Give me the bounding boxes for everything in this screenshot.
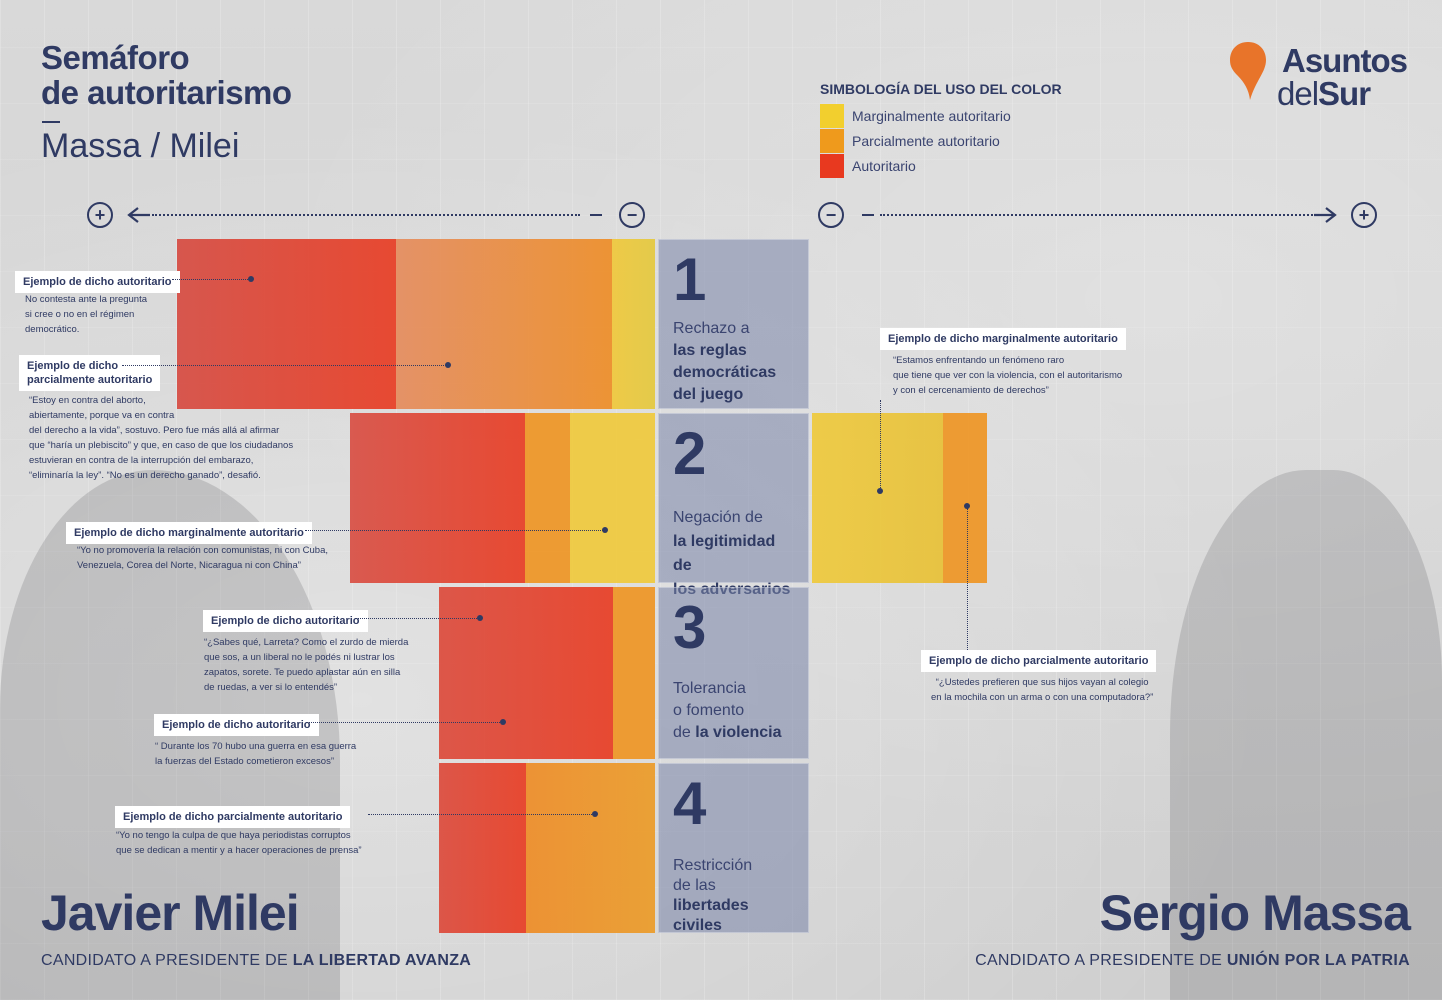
annotation-label: Ejemplo de dicho autoritario [154,714,319,736]
leader-line [305,530,605,531]
bar-seg-parcial [526,763,655,933]
bar-seg-marginal [612,239,655,409]
annotation-quote: “Yo no tengo la culpa de que haya period… [116,830,362,856]
annotation-label: Ejemplo de dicho parcialmente autoritari… [921,650,1157,672]
minus-icon-right: − [818,202,844,228]
milei-bar-4 [439,763,655,933]
bar-seg-autoritario [439,587,613,759]
bar-seg-parcial [525,413,570,583]
candidate-role-right: CANDIDATO A PRESIDENTE DE UNIÓN POR LA P… [975,952,1410,969]
candidate-role-left: CANDIDATO A PRESIDENTE DE LA LIBERTAD AV… [41,952,472,969]
bar-seg-parcial [943,413,987,583]
milei-bar-3 [439,587,655,759]
category-card-3: 3 Tolerancia o fomento de la violencia [658,587,809,759]
leader-line [355,618,479,619]
leader-dot [500,719,506,725]
page-title: Semáforo de autoritarismo [41,39,292,111]
legend-item-autoritario: Autoritario [820,154,916,178]
category-card-2: 2 Negación de la legitimidad de los adve… [658,413,809,598]
candidate-name-right: Sergio Massa [1099,885,1411,941]
annotation-label: Ejemplo de dicho marginalmente autoritar… [880,328,1126,350]
milei-bar-1 [177,239,655,409]
minus-icon-left: − [619,202,645,228]
title-divider [42,121,60,123]
legend-swatch-yellow [820,104,844,128]
category-card-1: 1 Rechazo a las reglas democráticas del … [658,239,809,409]
arrow-left-icon [127,207,150,223]
bar-seg-autoritario [350,413,525,583]
legend-title: SIMBOLOGÍA DEL USO DEL COLOR [820,81,1062,97]
page-subtitle: Massa / Milei [41,127,240,165]
annotation-quote: “Yo no promovería la relación con comuni… [77,545,329,571]
bar-seg-autoritario [439,763,526,933]
annotation-label: Ejemplo de dicho parcialmente autoritari… [115,806,351,828]
category-card-4: 4 Restricción de las libertades civiles [658,763,809,934]
arrow-right-icon [1314,207,1337,223]
axis-right-line [880,214,1316,216]
annotation-label: Ejemplo de dicho marginalmente autoritar… [66,522,312,544]
legend-swatch-red [820,154,844,178]
leader-line [306,722,502,723]
annotation-label: Ejemplo de dicho parcialmente autoritari… [19,355,161,391]
bar-seg-marginal [570,413,655,583]
logo-text-delsur: delSur [1277,75,1371,112]
leader-dot [964,503,970,509]
bar-seg-autoritario [177,239,396,409]
logo-drop-icon [1230,42,1266,100]
leader-line [880,400,881,490]
bar-seg-parcial [396,239,612,409]
category-text: Tolerancia o fomento de la violencia [673,680,782,741]
legend-item-marginal: Marginalmente autoritario [820,104,1011,128]
plus-icon-left: + [87,202,113,228]
bar-seg-parcial [613,587,655,759]
leader-line [967,508,968,650]
legend-swatch-orange [820,129,844,153]
legend-item-parcial: Parcialmente autoritario [820,129,1000,153]
leader-dot [877,488,883,494]
annotation-quote: “ Durante los 70 hubo una guerra en esa … [155,741,357,767]
axis-left-dash [590,214,602,216]
leader-dot [477,615,483,621]
leader-dot [602,527,608,533]
annotation-quote: “¿Sabes qué, Larreta? Como el zurdo de m… [204,637,409,693]
plus-icon-right: + [1351,202,1377,228]
massa-bar-2 [812,413,987,583]
annotation-quote: No contesta ante la pregunta si cree o n… [25,294,148,335]
annotation-quote: “¿Ustedes prefieren que sus hijos vayan … [931,677,1154,703]
leader-dot [248,276,254,282]
bar-seg-marginal [812,413,943,583]
annotation-label: Ejemplo de dicho autoritario [203,610,368,632]
leader-line [368,814,594,815]
annotation-label: Ejemplo de dicho autoritario [15,271,180,293]
leader-dot [592,811,598,817]
logo-text-asuntos: Asuntos [1282,42,1408,79]
leader-line [122,365,448,366]
annotation-quote: “Estoy en contra del aborto, abiertament… [29,395,294,481]
axis-right-dash [862,214,874,216]
candidate-name-left: Javier Milei [41,885,300,941]
annotation-quote: “Estamos enfrentando un fenómeno raro qu… [893,355,1123,396]
axis-left-line [152,214,580,216]
milei-bar-2 [350,413,655,583]
massa-photo [1170,470,1442,1000]
category-text: Restricción de las libertades civiles [673,857,753,934]
leader-dot [445,362,451,368]
category-text: Rechazo a las reglas democráticas del ju… [673,320,777,403]
leader-line [172,279,250,280]
